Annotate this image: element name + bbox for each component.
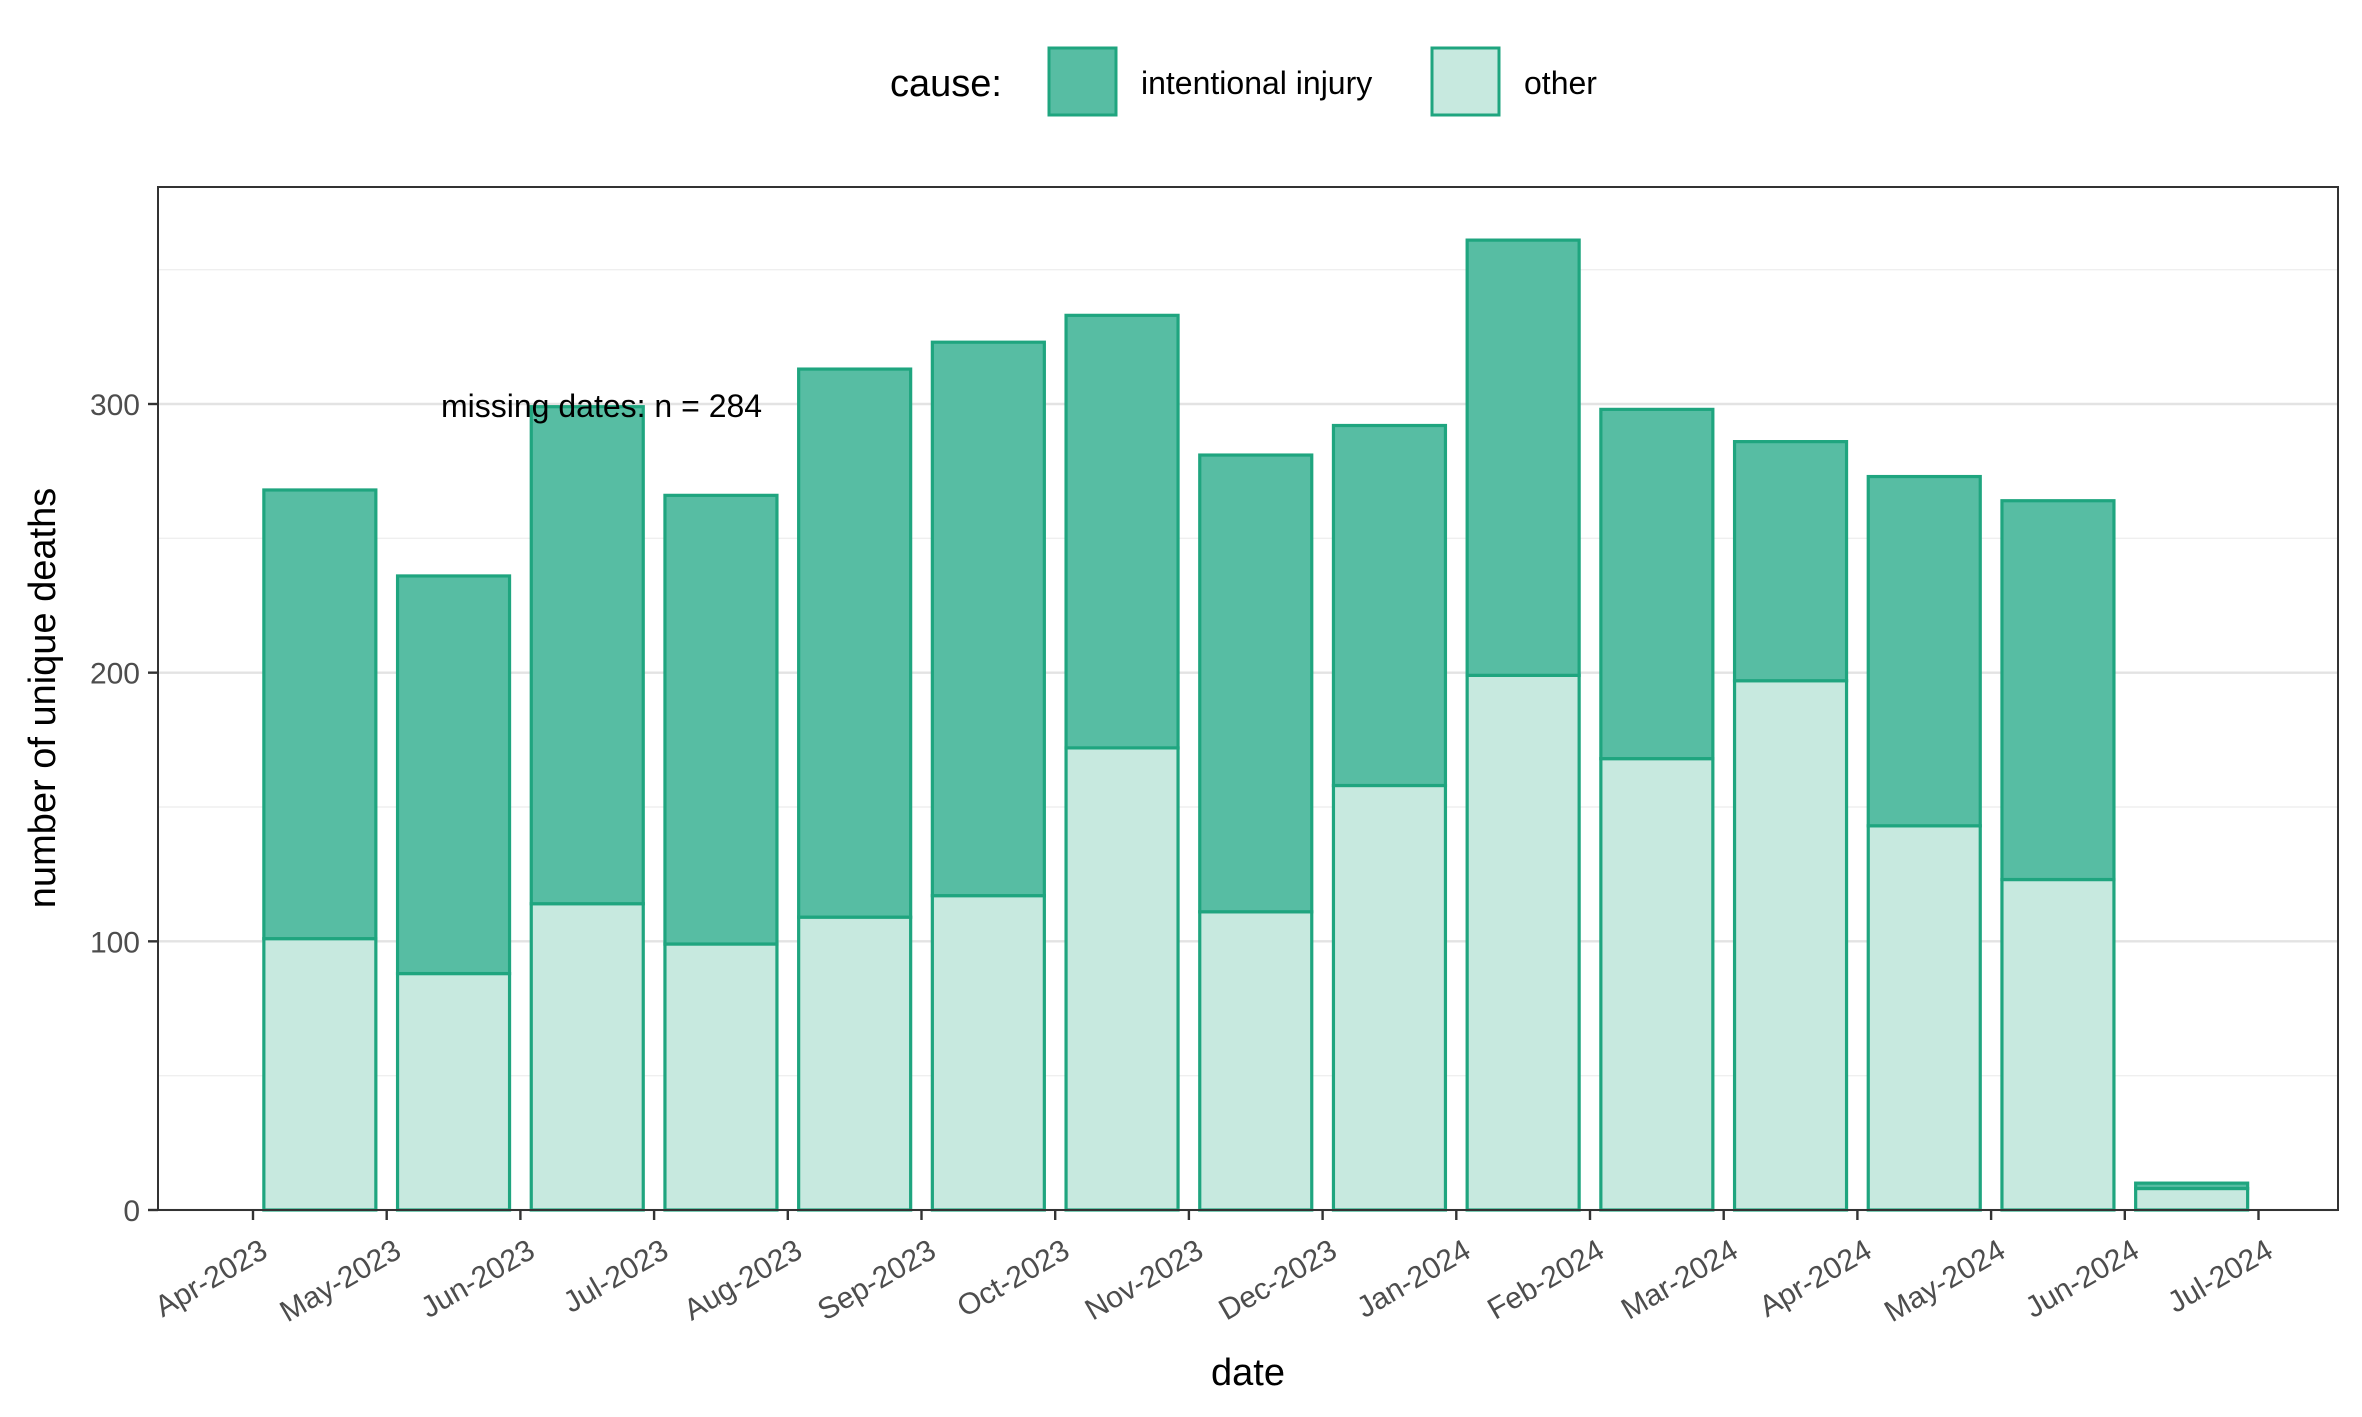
bar-intentional-injury-Jun-2023 [529, 405, 645, 906]
x-tick-label: Nov-2023 [1080, 1233, 1209, 1327]
x-tick-label: Dec-2023 [1213, 1233, 1342, 1327]
x-tick-label: Sep-2023 [812, 1233, 941, 1327]
legend: cause: intentional injury other [890, 46, 1597, 117]
bar-other-Jun-2024 [2134, 1186, 2250, 1212]
legend-key-other [1430, 46, 1501, 117]
x-tick-label: Jan-2024 [1351, 1233, 1476, 1324]
x-tick-label: Mar-2024 [1616, 1233, 1744, 1326]
legend-label-other: other [1524, 65, 1597, 101]
x-tick-label: Apr-2024 [1754, 1233, 1877, 1323]
x-tick-label: Jul-2023 [558, 1233, 674, 1319]
x-tick-label: Feb-2024 [1482, 1233, 1610, 1326]
bar-intentional-injury-Sep-2023 [930, 340, 1046, 898]
bar-intentional-injury-May-2024 [2000, 499, 2116, 882]
bar-intentional-injury-Mar-2024 [1732, 440, 1849, 683]
bar-intentional-injury-Jun-2024 [2134, 1181, 2250, 1191]
x-tick-label: Jul-2024 [2162, 1233, 2278, 1319]
x-tick-label: May-2023 [275, 1233, 407, 1328]
bar-other-Oct-2023 [1064, 746, 1180, 1212]
x-tick-label: May-2024 [1879, 1233, 2011, 1328]
bar-intentional-injury-Feb-2024 [1599, 407, 1715, 761]
bar-other-Mar-2024 [1732, 679, 1849, 1212]
bar-intentional-injury-Nov-2023 [1198, 453, 1314, 914]
bar-other-Sep-2023 [930, 894, 1046, 1212]
bar-intentional-injury-Apr-2023 [262, 488, 378, 941]
y-axis-title: number of unique deaths [22, 488, 64, 908]
y-tick-label: 0 [123, 1195, 140, 1228]
bar-other-Apr-2024 [1866, 824, 1982, 1212]
bar-other-Jun-2023 [529, 902, 645, 1212]
x-tick-label: Apr-2023 [150, 1233, 273, 1323]
x-tick-label: Oct-2023 [952, 1233, 1075, 1323]
bar-other-Aug-2023 [797, 915, 913, 1212]
annotation-missing-dates: missing dates: n = 284 [441, 388, 762, 424]
y-tick-label: 300 [90, 389, 140, 422]
x-tick-label: Aug-2023 [679, 1233, 808, 1327]
bar-intentional-injury-Apr-2024 [1866, 474, 1982, 828]
legend-label-intentional-injury: intentional injury [1141, 65, 1372, 101]
bar-intentional-injury-Dec-2023 [1331, 423, 1448, 788]
bar-other-May-2024 [2000, 877, 2116, 1212]
x-tick-label: Jun-2023 [415, 1233, 540, 1324]
bar-other-Nov-2023 [1198, 910, 1314, 1212]
bar-other-Dec-2023 [1331, 783, 1448, 1212]
bar-intentional-injury-Jan-2024 [1465, 238, 1581, 677]
bar-intentional-injury-Oct-2023 [1064, 313, 1180, 750]
y-axis: 0 100 200 300 [90, 389, 158, 1228]
plot-border [157, 186, 2339, 1211]
x-tick-label: Jun-2024 [2020, 1233, 2145, 1324]
bar-other-Apr-2023 [262, 937, 378, 1212]
y-tick-label: 200 [90, 658, 140, 691]
bar-intentional-injury-Aug-2023 [797, 367, 913, 919]
x-axis: Apr-2023 May-2023 Jun-2023 Jul-2023 Aug-2023… [150, 1210, 2278, 1329]
bars [262, 238, 2250, 1212]
bar-other-May-2023 [395, 971, 512, 1212]
bar-intentional-injury-May-2023 [395, 574, 512, 976]
legend-key-intentional-injury [1047, 46, 1118, 117]
y-tick-label: 100 [90, 926, 140, 959]
bar-other-Jan-2024 [1465, 673, 1581, 1212]
legend-title: cause: [890, 63, 1002, 105]
bar-other-Jul-2023 [663, 942, 779, 1212]
bar-other-Feb-2024 [1599, 757, 1715, 1212]
x-axis-title: date [1211, 1352, 1285, 1394]
bar-intentional-injury-Jul-2023 [663, 493, 779, 946]
